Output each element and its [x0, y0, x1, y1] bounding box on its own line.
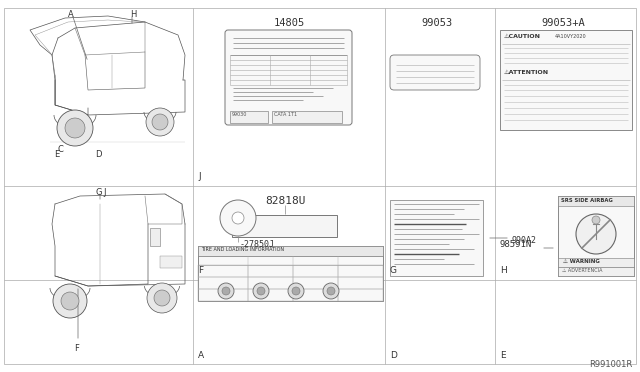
Bar: [558, 258, 634, 267]
Text: C: C: [58, 145, 64, 154]
Text: ⚠ WARNING: ⚠ WARNING: [563, 259, 600, 264]
Bar: [198, 289, 383, 301]
Text: 4A10VY2020: 4A10VY2020: [555, 34, 587, 39]
Circle shape: [253, 283, 269, 299]
Text: ⚠ATTENTION: ⚠ATTENTION: [504, 70, 549, 75]
Text: D: D: [390, 351, 397, 360]
Circle shape: [323, 283, 339, 299]
Circle shape: [232, 212, 244, 224]
Text: H: H: [130, 10, 136, 19]
Circle shape: [57, 110, 93, 146]
FancyBboxPatch shape: [225, 30, 352, 125]
Bar: [558, 267, 634, 276]
Text: ⚠ ADVERTENCIA: ⚠ ADVERTENCIA: [562, 268, 602, 273]
Circle shape: [576, 214, 616, 254]
Circle shape: [218, 283, 234, 299]
Text: R991001R: R991001R: [589, 360, 632, 369]
Circle shape: [53, 284, 87, 318]
Text: G: G: [95, 188, 102, 197]
Circle shape: [146, 108, 174, 136]
Text: J: J: [103, 188, 106, 197]
Bar: [558, 196, 634, 206]
Bar: [198, 246, 383, 256]
Text: F: F: [198, 266, 203, 275]
FancyBboxPatch shape: [390, 55, 480, 90]
Text: 82818U: 82818U: [265, 196, 305, 206]
Text: J: J: [198, 172, 200, 181]
Bar: [500, 30, 632, 130]
Bar: [272, 111, 342, 123]
Circle shape: [592, 216, 600, 224]
Circle shape: [61, 292, 79, 310]
Bar: [232, 215, 337, 237]
Text: 99053: 99053: [421, 18, 452, 28]
Bar: [160, 256, 182, 268]
Bar: [230, 111, 268, 123]
Text: 990A2: 990A2: [512, 236, 537, 245]
Circle shape: [292, 287, 300, 295]
Text: A: A: [198, 351, 204, 360]
Text: D: D: [95, 150, 102, 159]
Text: 14805: 14805: [273, 18, 305, 28]
Bar: [390, 200, 483, 276]
Bar: [198, 246, 383, 301]
Text: H: H: [500, 266, 507, 275]
Text: TIRE AND LOADING INFORMATION: TIRE AND LOADING INFORMATION: [201, 247, 284, 252]
Circle shape: [65, 118, 85, 138]
Circle shape: [220, 200, 256, 236]
Text: 99053+A: 99053+A: [541, 18, 585, 28]
Text: ⚠CAUTION: ⚠CAUTION: [504, 34, 541, 39]
Text: SRS SIDE AIRBAG: SRS SIDE AIRBAG: [561, 198, 613, 203]
Circle shape: [154, 290, 170, 306]
Bar: [558, 196, 634, 276]
Bar: [198, 265, 383, 277]
Text: 98591N: 98591N: [499, 240, 531, 249]
Text: E: E: [500, 351, 506, 360]
Text: 99030: 99030: [232, 112, 248, 117]
Circle shape: [152, 114, 168, 130]
Circle shape: [222, 287, 230, 295]
Text: CATA 1T1: CATA 1T1: [274, 112, 297, 117]
Circle shape: [147, 283, 177, 313]
Text: -27850J: -27850J: [240, 240, 275, 249]
Circle shape: [327, 287, 335, 295]
Bar: [198, 277, 383, 289]
Circle shape: [257, 287, 265, 295]
Bar: [150, 228, 160, 246]
Circle shape: [288, 283, 304, 299]
Text: E: E: [54, 150, 60, 159]
Text: G: G: [390, 266, 397, 275]
Text: F: F: [74, 344, 79, 353]
Text: A: A: [68, 10, 74, 19]
Bar: [198, 256, 383, 265]
